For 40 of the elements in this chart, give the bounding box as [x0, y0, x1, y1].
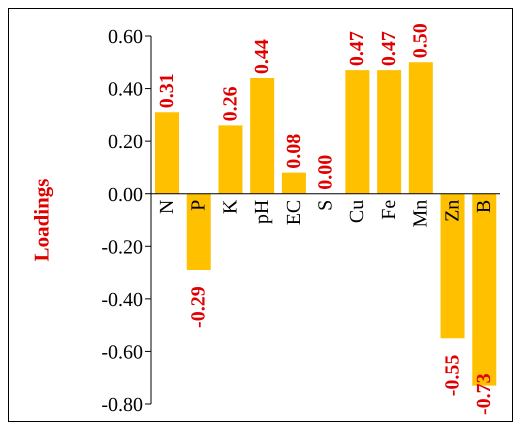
data-label: -0.55: [441, 354, 464, 396]
x-tick-label: S: [314, 200, 336, 211]
bar: [377, 70, 402, 194]
y-tick-label: 0.00: [108, 184, 143, 206]
bar: [218, 125, 242, 194]
y-tick-label: 0.60: [108, 26, 143, 48]
x-tick-label: P: [188, 200, 210, 211]
data-label: 0.00: [314, 154, 336, 190]
bar: [186, 194, 211, 270]
data-label: 0.26: [219, 86, 242, 122]
data-label: 0.31: [156, 73, 178, 108]
y-tick-label: 0.40: [108, 78, 143, 101]
x-tick-label: N: [156, 200, 178, 214]
data-label: -0.29: [188, 286, 210, 328]
data-label: 0.44: [251, 39, 274, 74]
bar: [408, 62, 433, 194]
y-tick-label: 0.20: [108, 131, 143, 154]
data-label: 0.47: [346, 31, 368, 66]
y-tick-label: -0.20: [101, 236, 143, 258]
bar: [440, 194, 465, 338]
bar: [282, 172, 306, 194]
x-tick-label: B: [473, 200, 496, 214]
bar: [345, 70, 370, 194]
bar: [250, 78, 274, 194]
data-label: 0.08: [282, 134, 305, 169]
data-label: -0.73: [473, 373, 496, 415]
y-axis-title: Loadings: [29, 178, 54, 262]
x-tick-label: K: [219, 199, 242, 214]
x-tick-label: Mn: [410, 200, 432, 228]
y-tick-label: -0.80: [101, 394, 143, 416]
x-tick-label: EC: [282, 200, 305, 226]
y-tick-label: -0.40: [101, 288, 143, 311]
y-tick-label: -0.60: [101, 342, 143, 364]
x-tick-label: Fe: [378, 200, 400, 220]
x-tick-label: Cu: [346, 200, 368, 224]
data-label: 0.47: [378, 31, 400, 66]
bar: [155, 112, 179, 194]
x-tick-label: pH: [251, 200, 274, 224]
x-tick-label: Zn: [441, 200, 464, 222]
data-label: 0.50: [410, 23, 432, 58]
